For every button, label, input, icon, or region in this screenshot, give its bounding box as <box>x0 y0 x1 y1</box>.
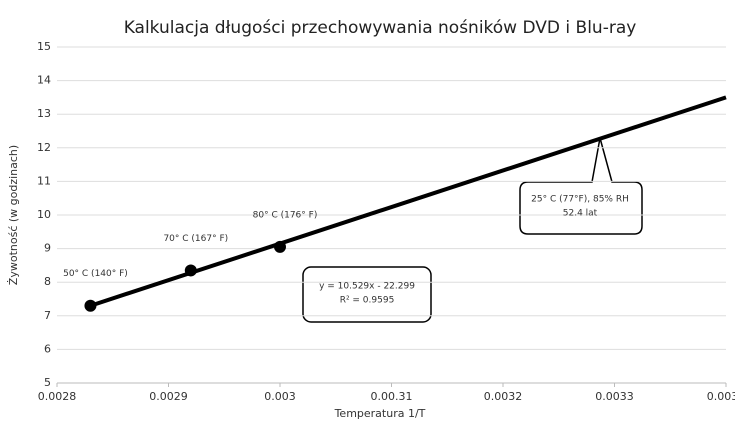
equation-box <box>302 266 432 323</box>
callout-box <box>519 137 643 235</box>
x-tick-label: 0.003 <box>264 390 296 403</box>
x-axis-label: Temperatura 1/T <box>334 407 426 420</box>
y-tick-label: 11 <box>37 174 51 187</box>
point <box>84 299 97 312</box>
point <box>274 240 286 253</box>
y-axis-label: Żywotność (w godzinach) <box>7 145 20 285</box>
y-tick-label: 15 <box>37 40 51 53</box>
equation-text: y = 10.529x - 22.299 <box>319 282 415 292</box>
x-tick-label: 0.0028 <box>38 390 77 403</box>
y-tick-label: 8 <box>44 275 51 288</box>
point-label: 80° C (176° F) <box>253 210 318 220</box>
y-tick-label: 5 <box>44 376 51 389</box>
x-tick-label: 0.00.31 <box>371 390 413 403</box>
point <box>184 264 197 277</box>
x-tick-label: 0.0032 <box>484 390 523 403</box>
point-label: 50° C (140° F) <box>63 269 128 279</box>
x-tick-label: 0.0033 <box>595 390 634 403</box>
y-tick-label: 10 <box>37 208 51 221</box>
chart-title: Kalkulacja długości przechowywania nośni… <box>124 18 637 38</box>
x-tick-label: 0.0034 <box>707 390 735 403</box>
y-tick-label: 6 <box>44 342 51 355</box>
y-tick-label: 9 <box>44 242 51 255</box>
callout-text: 52.4 lat <box>563 209 598 219</box>
callout-text: 25° C (77°F), 85% RH <box>531 195 629 205</box>
y-tick-label: 13 <box>37 107 51 120</box>
point-label: 70° C (167° F) <box>163 234 228 244</box>
equation-text: R² = 0.9595 <box>340 296 395 306</box>
y-tick-label: 7 <box>44 309 51 322</box>
x-tick-label: 0.0029 <box>149 390 188 403</box>
y-tick-label: 12 <box>37 141 51 154</box>
y-tick-label: 14 <box>37 74 51 87</box>
